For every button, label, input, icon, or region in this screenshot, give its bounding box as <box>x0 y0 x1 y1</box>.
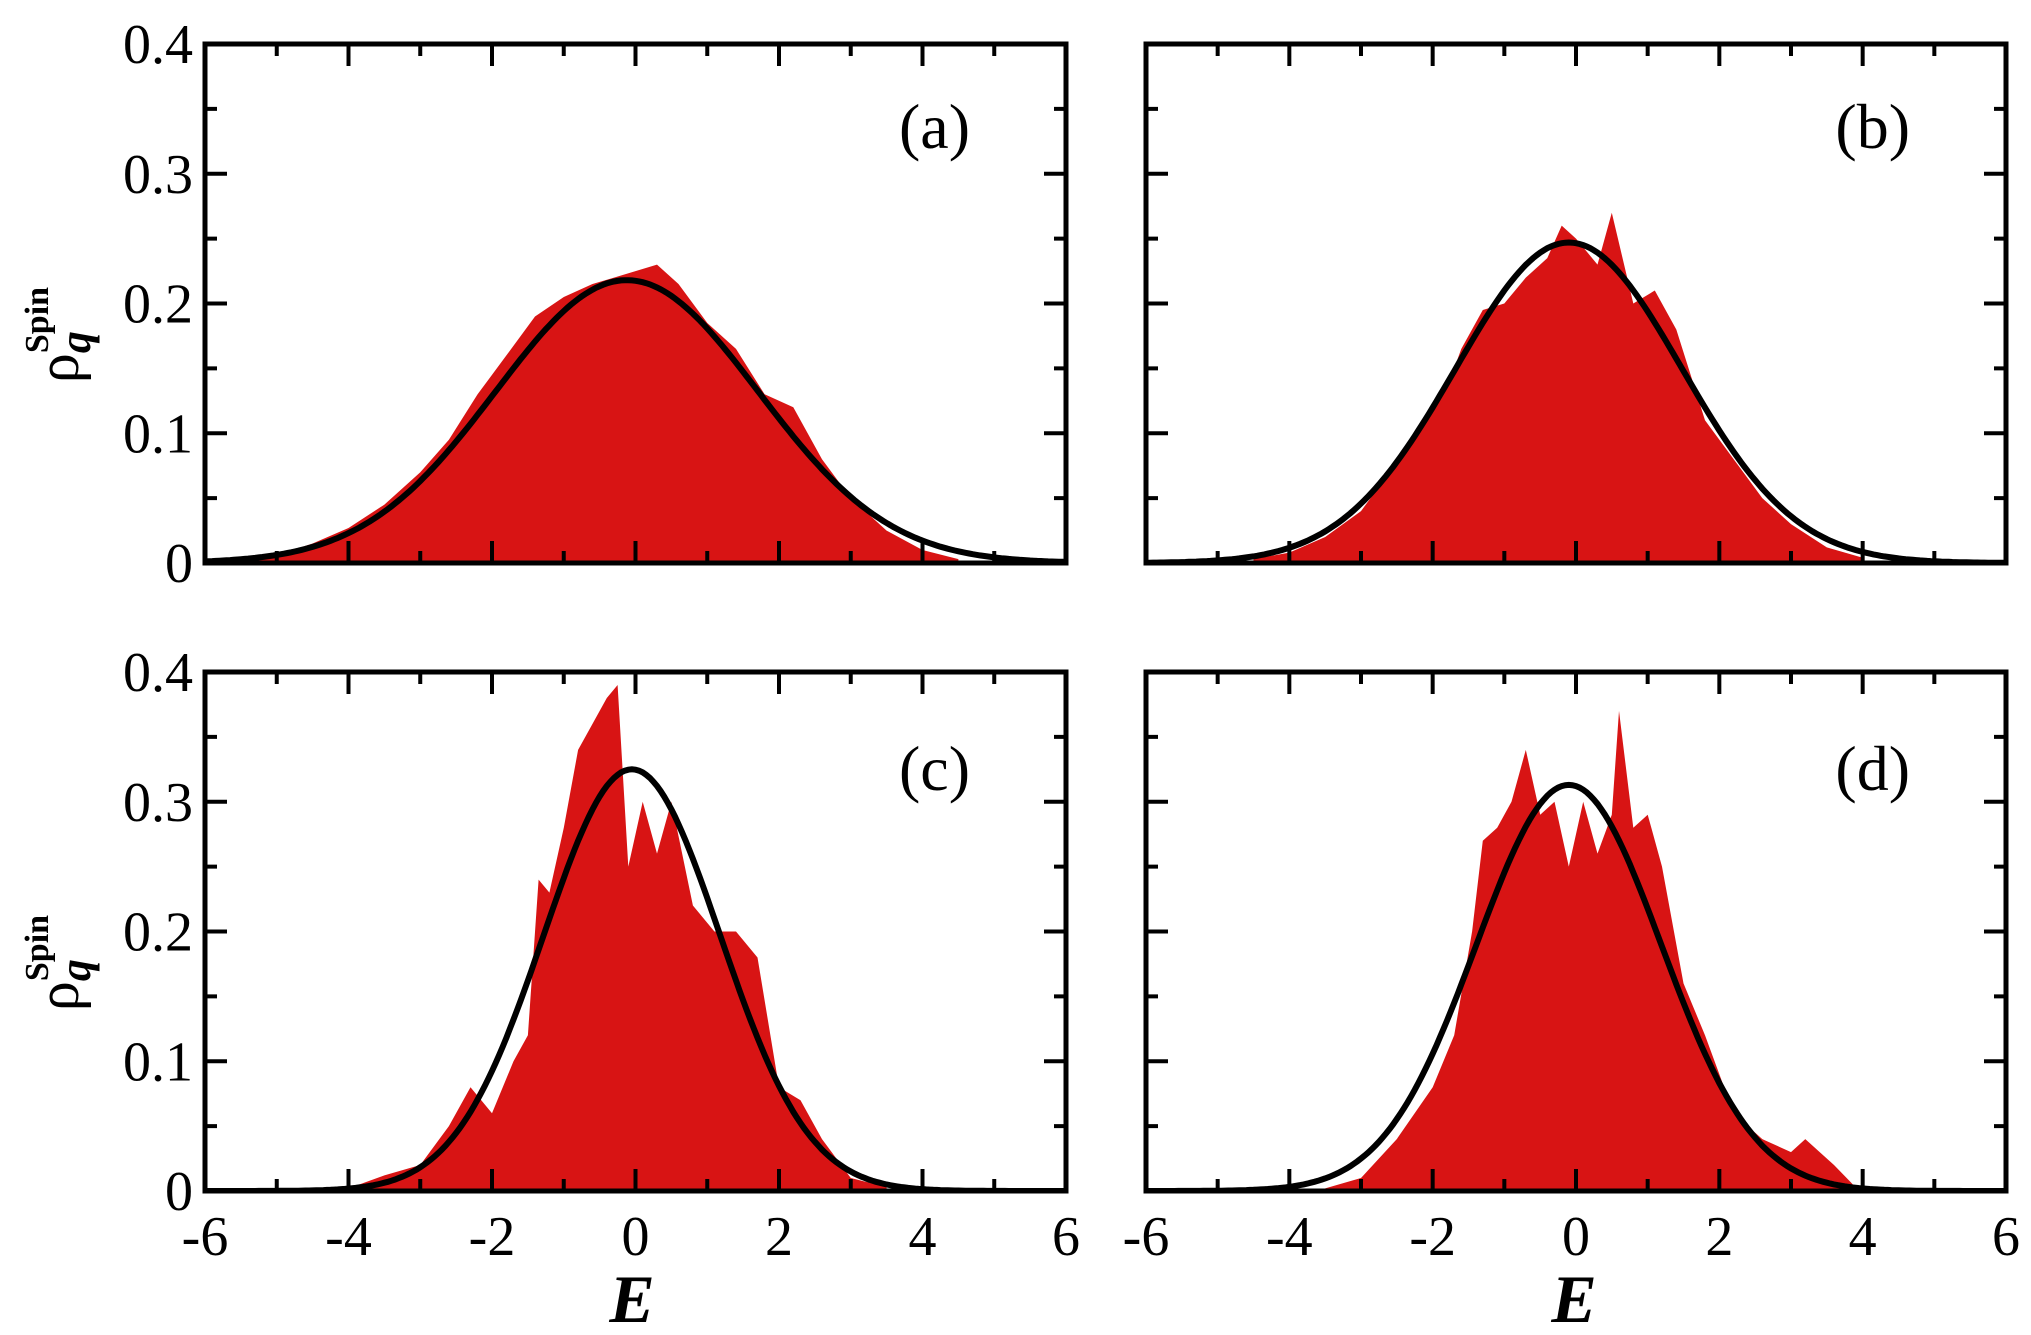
x-tick-label: 6 <box>1992 1206 2020 1268</box>
panel-a: 0 0.1 0.2 0.3 0.4 (a) <box>123 14 1069 595</box>
x-tick-label: -4 <box>1266 1206 1313 1268</box>
ylabel-superscript: Spin <box>19 915 56 981</box>
x-tick-label: 0 <box>622 1206 650 1268</box>
y-tick-label: 0 <box>165 533 193 595</box>
y-tick-label: 0.1 <box>123 403 193 465</box>
ylabel-rho: ρ <box>25 981 91 1011</box>
x-tick-label: 2 <box>765 1206 793 1268</box>
y-tick-label: 0.3 <box>123 772 193 834</box>
svg-text:ρqSpin: ρqSpin <box>19 287 100 383</box>
panel-label: (a) <box>899 91 970 162</box>
panel-label: (b) <box>1835 91 1910 162</box>
y-axis-label-top: ρqSpin <box>19 287 100 383</box>
y-tick-label: 0.1 <box>123 1031 193 1093</box>
x-tick-label: -4 <box>325 1206 372 1268</box>
gaussian-fit-curve <box>205 277 1066 563</box>
x-tick-label: 2 <box>1705 1206 1733 1268</box>
y-tick-label: 0 <box>165 1161 193 1223</box>
ylabel-subscript: q <box>51 331 100 353</box>
x-tick-label: 0 <box>1562 1206 1590 1268</box>
panel-label: (d) <box>1835 733 1910 804</box>
x-tick-label: -6 <box>1123 1206 1170 1268</box>
panels-group: 0 0.1 0.2 0.3 0.4 (a) (b) 0 0.1 0.2 0.3 0.4 -6 -4 -2 0 2… <box>123 14 2020 1268</box>
svg-text:ρqSpin: ρqSpin <box>19 915 100 1011</box>
y-tick-label: 0.4 <box>123 14 193 76</box>
panel-d: -6 -4 -2 0 2 4 6 (d) <box>1123 669 2020 1268</box>
x-axis-title-right: E <box>1550 1261 1596 1335</box>
histogram-area <box>1253 212 1863 563</box>
x-tick-label: 6 <box>1052 1206 1080 1268</box>
x-axis-title-left: E <box>608 1261 654 1335</box>
y-tick-label: 0.3 <box>123 144 193 206</box>
x-tick-label: -2 <box>1409 1206 1456 1268</box>
ylabel-superscript: Spin <box>19 287 56 353</box>
y-tick-label: 0.2 <box>123 902 193 964</box>
x-tick-label: -6 <box>182 1206 229 1268</box>
x-tick-label: 4 <box>909 1206 937 1268</box>
panel-label: (c) <box>899 733 970 804</box>
x-tick-label: -2 <box>469 1206 516 1268</box>
x-tick-label: 4 <box>1849 1206 1877 1268</box>
histogram-area <box>240 264 959 563</box>
ylabel-subscript: q <box>51 959 100 981</box>
histogram-area <box>1325 710 1856 1191</box>
y-tick-label: 0.4 <box>123 642 193 704</box>
panel-c: 0 0.1 0.2 0.3 0.4 -6 -4 -2 0 2 4 6 (c) <box>123 642 1080 1268</box>
histogram-area <box>348 685 887 1191</box>
y-axis-label-bottom: ρqSpin <box>19 915 100 1011</box>
ylabel-rho: ρ <box>25 353 91 383</box>
panel-b: (b) <box>1143 41 2009 566</box>
y-tick-label: 0.2 <box>123 274 193 336</box>
